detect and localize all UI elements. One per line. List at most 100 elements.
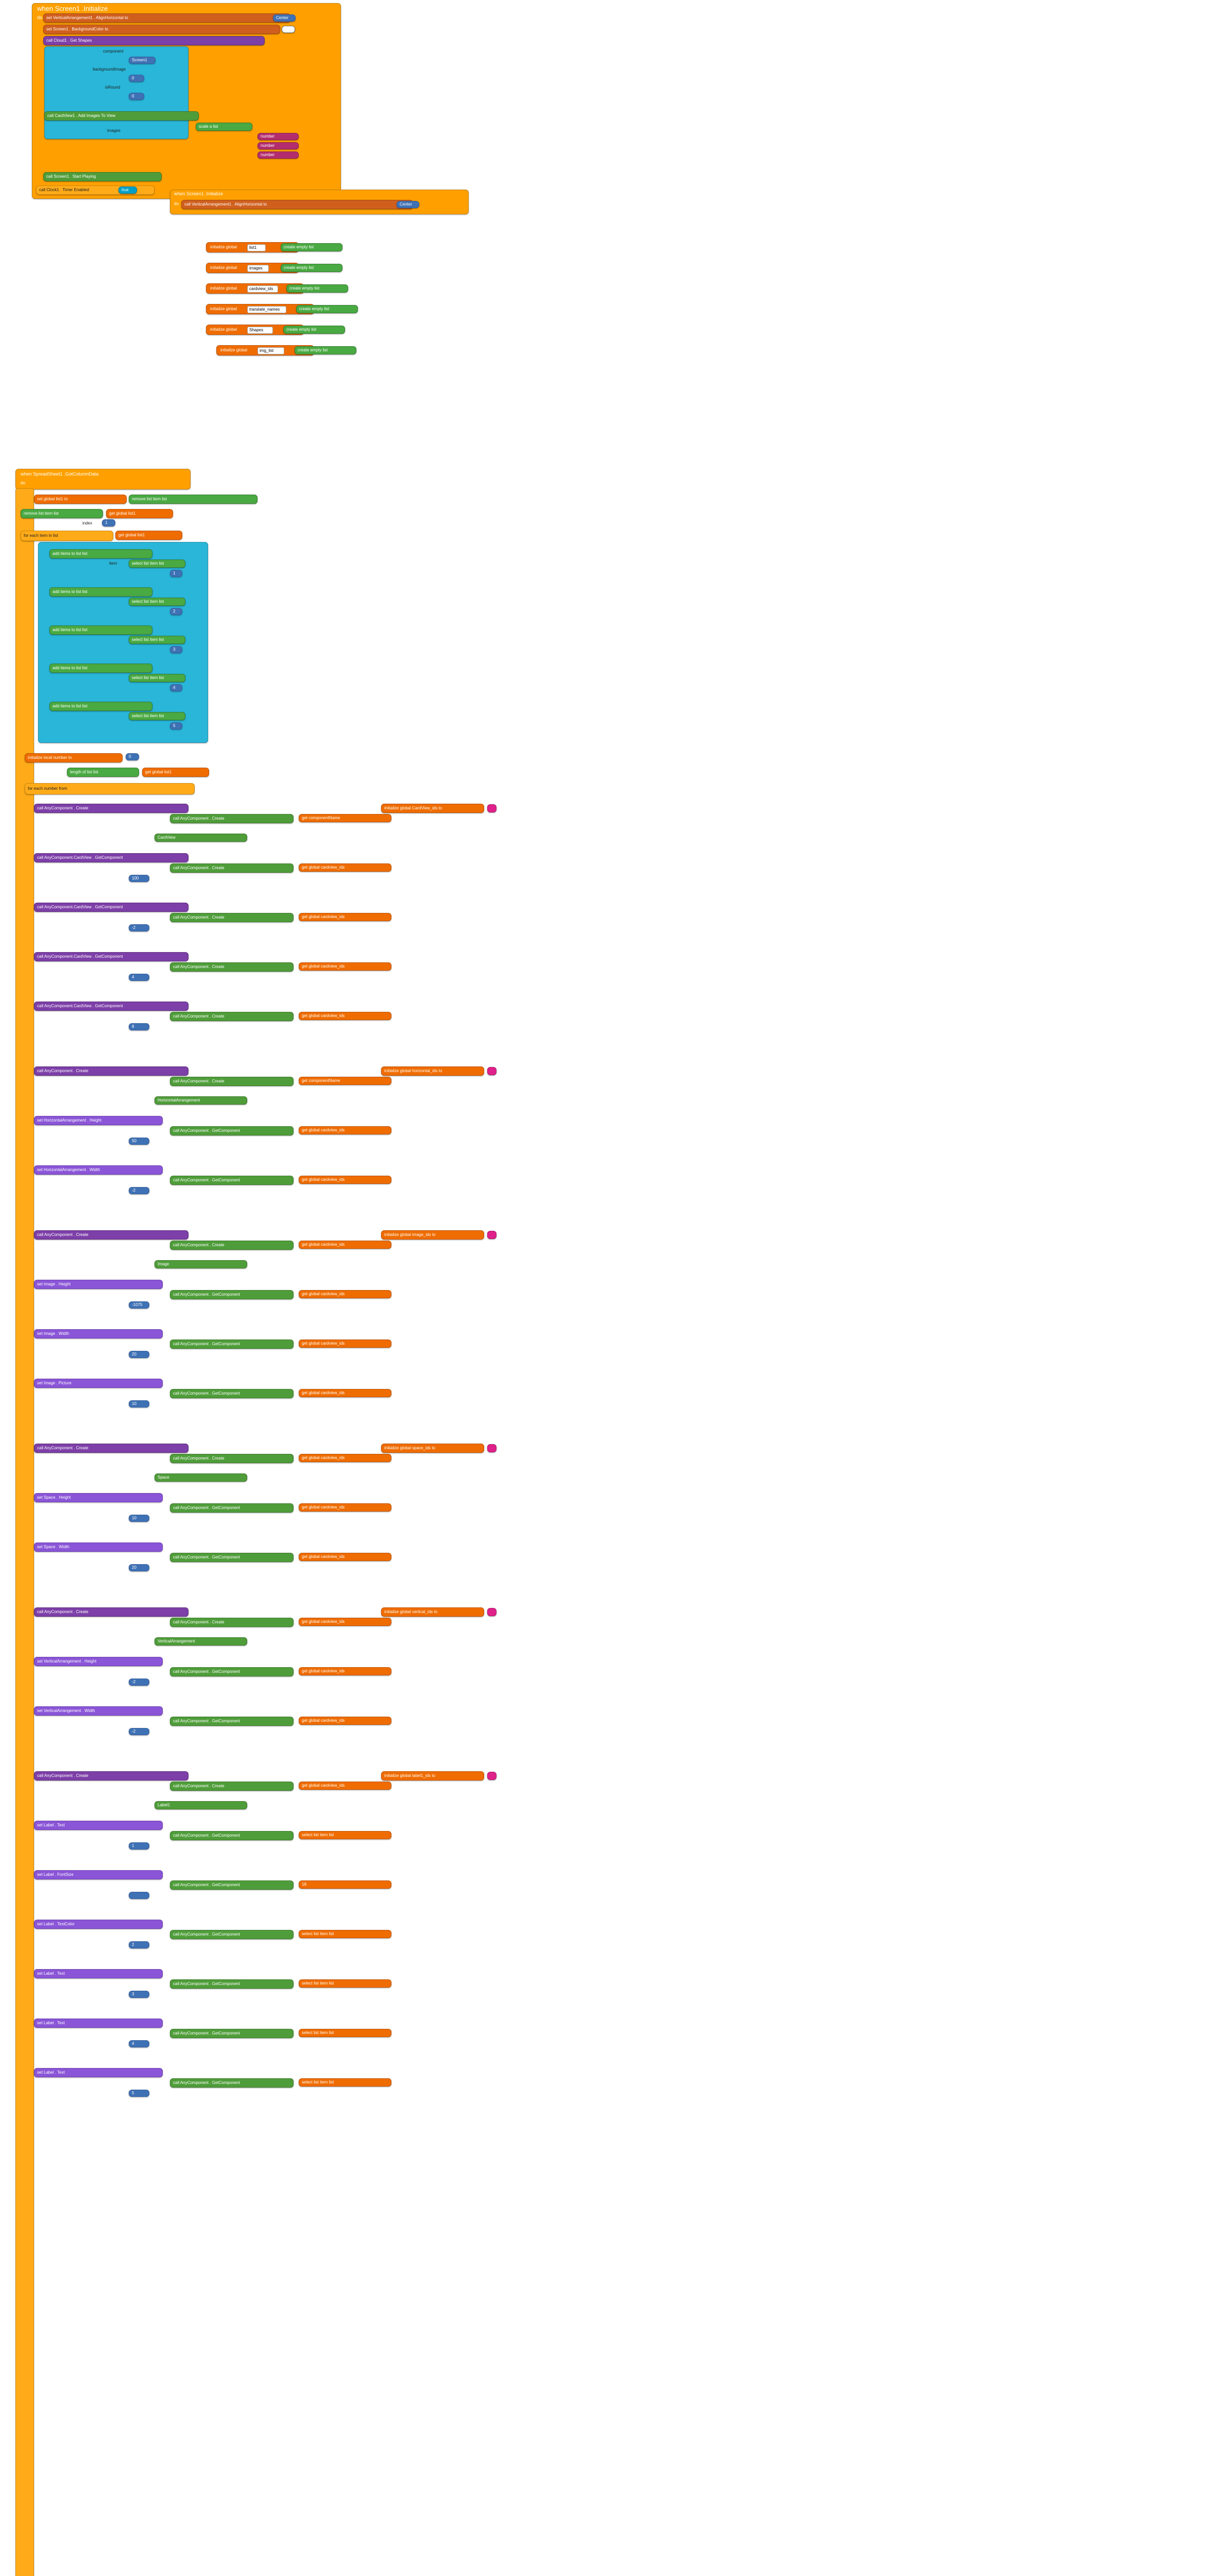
add-items-3-idx[interactable] (170, 684, 182, 691)
global-init-2-value[interactable] (286, 284, 348, 293)
add-items-1-idx[interactable] (170, 608, 182, 615)
global-init-4-name[interactable] (247, 327, 273, 334)
stack-label_blocks-5-call[interactable] (34, 2019, 163, 2028)
global-init-0-name[interactable] (247, 244, 266, 251)
stack-vertical_blocks-1-call[interactable] (34, 1657, 163, 1666)
arg-bg-value[interactable] (129, 75, 144, 82)
stack-vertical_blocks-1-getter[interactable] (299, 1667, 391, 1675)
stack-image_blocks-1-getter[interactable] (299, 1290, 391, 1298)
stack-label_blocks-0-componentname-value[interactable] (155, 1801, 247, 1809)
add-items-2[interactable] (49, 625, 152, 635)
stack-label_blocks-5-value[interactable] (129, 2040, 149, 2047)
stack-create_blocks-2-getcomponent[interactable] (170, 913, 294, 922)
add-items-3-val[interactable] (129, 674, 185, 682)
stack-create_blocks-3-call[interactable] (34, 952, 188, 961)
stack-label_blocks-1-value[interactable] (129, 1842, 149, 1850)
stack-label_blocks-4-getcomponent[interactable] (170, 1979, 294, 1989)
stack-image_blocks-0-getter[interactable] (299, 1241, 391, 1249)
stack-label_blocks-2-value[interactable] (129, 1892, 149, 1899)
stack-vertical_blocks-2-getcomponent[interactable] (170, 1717, 294, 1726)
stack-image_blocks-0-global-swatch[interactable] (487, 1231, 496, 1239)
stack-label_blocks-2-getter[interactable] (299, 1880, 391, 1889)
stack-image_blocks-0-getcomponent[interactable] (170, 1241, 294, 1250)
stack-label_blocks-1-call[interactable] (34, 1821, 163, 1830)
stack-image_blocks-2-call[interactable] (34, 1329, 163, 1338)
stack-space_blocks-1-getter[interactable] (299, 1503, 391, 1512)
stack-arrangement_blocks-0-global[interactable] (381, 1066, 484, 1076)
cloud-args-panel[interactable] (44, 46, 188, 139)
global-init-3-value[interactable] (296, 305, 358, 313)
stack-label_blocks-4-call[interactable] (34, 1969, 163, 1978)
local-number-init[interactable] (25, 753, 123, 762)
stack-vertical_blocks-0-getcomponent[interactable] (170, 1618, 294, 1627)
add-items-4[interactable] (49, 702, 152, 711)
stack-create_blocks-2-call[interactable] (34, 903, 188, 912)
call-cardview-add-images[interactable] (44, 111, 199, 121)
stack-label_blocks-3-call[interactable] (34, 1920, 163, 1929)
align-value[interactable] (273, 14, 296, 22)
stack-vertical_blocks-0-global-swatch[interactable] (487, 1608, 496, 1616)
call-screen-start-playing[interactable] (43, 172, 162, 181)
stack-vertical_blocks-0-call[interactable] (34, 1607, 188, 1617)
scale-a-list[interactable] (196, 123, 252, 131)
stack-space_blocks-0-global[interactable] (381, 1444, 484, 1453)
stack-label_blocks-0-call[interactable] (34, 1771, 188, 1781)
stack-label_blocks-2-getcomponent[interactable] (170, 1880, 294, 1890)
length-of-list-value[interactable] (142, 768, 209, 777)
stack-label_blocks-2-call[interactable] (34, 1870, 163, 1879)
stack-label_blocks-3-getcomponent[interactable] (170, 1930, 294, 1939)
stack-arrangement_blocks-1-getter[interactable] (299, 1126, 391, 1134)
global-init-5-name[interactable] (258, 347, 284, 354)
stack-space_blocks-1-call[interactable] (34, 1493, 163, 1502)
global-init-0-value[interactable] (281, 243, 342, 251)
stack-arrangement_blocks-1-value[interactable] (129, 1138, 149, 1145)
stack-label_blocks-5-getter[interactable] (299, 2029, 391, 2037)
stack-vertical_blocks-2-call[interactable] (34, 1706, 163, 1716)
length-of-list[interactable] (67, 768, 139, 777)
stack-image_blocks-3-value[interactable] (129, 1400, 149, 1408)
stack-arrangement_blocks-0-getcomponent[interactable] (170, 1077, 294, 1086)
global-init-4-value[interactable] (283, 326, 345, 334)
for-each-item[interactable] (21, 531, 113, 541)
remove-list-item-value[interactable] (106, 509, 173, 518)
remove-index-value[interactable] (102, 519, 115, 527)
stack-space_blocks-0-call[interactable] (34, 1444, 188, 1453)
local-number-value[interactable] (126, 753, 139, 760)
scale-row-2[interactable] (258, 142, 299, 149)
stack-create_blocks-0-global[interactable] (381, 804, 484, 813)
stack-arrangement_blocks-2-getter[interactable] (299, 1176, 391, 1184)
global-init-1-name[interactable] (247, 265, 269, 272)
stack-create_blocks-1-getcomponent[interactable] (170, 863, 294, 873)
stack-create_blocks-0-getter[interactable] (299, 814, 391, 822)
stack-label_blocks-6-getter[interactable] (299, 2078, 391, 2087)
stack-space_blocks-2-value[interactable] (129, 1564, 149, 1571)
stack-create_blocks-3-getter[interactable] (299, 962, 391, 971)
stack-arrangement_blocks-1-call[interactable] (34, 1116, 163, 1125)
stack-create_blocks-0-global-swatch[interactable] (487, 804, 496, 812)
stack-vertical_blocks-1-value[interactable] (129, 1679, 149, 1686)
stack-vertical_blocks-2-getter[interactable] (299, 1717, 391, 1725)
stack-create_blocks-0-componentname-value[interactable] (155, 834, 247, 842)
stack-create_blocks-2-getter[interactable] (299, 913, 391, 921)
stack-label_blocks-4-getter[interactable] (299, 1979, 391, 1988)
stack-arrangement_blocks-0-getter[interactable] (299, 1077, 391, 1085)
stack-arrangement_blocks-2-getcomponent[interactable] (170, 1176, 294, 1185)
stack-label_blocks-0-global[interactable] (381, 1771, 484, 1781)
event-spreadsheet-gotcolumndata[interactable] (15, 469, 191, 489)
side-align-value[interactable] (397, 201, 419, 208)
stack-label_blocks-6-getcomponent[interactable] (170, 2078, 294, 2088)
stack-space_blocks-0-getcomponent[interactable] (170, 1454, 294, 1463)
stack-label_blocks-6-value[interactable] (129, 2090, 149, 2097)
stack-image_blocks-3-call[interactable] (34, 1379, 163, 1388)
stack-create_blocks-0-getcomponent[interactable] (170, 814, 294, 823)
add-items-0-idx[interactable] (170, 570, 182, 577)
stack-image_blocks-2-value[interactable] (129, 1351, 149, 1358)
arg-component-value[interactable] (129, 57, 156, 64)
stack-image_blocks-2-getter[interactable] (299, 1340, 391, 1348)
stack-label_blocks-6-call[interactable] (34, 2068, 163, 2077)
stack-create_blocks-1-getter[interactable] (299, 863, 391, 872)
stack-image_blocks-1-value[interactable] (129, 1301, 149, 1309)
stack-label_blocks-5-getcomponent[interactable] (170, 2029, 294, 2038)
stack-create_blocks-4-getter[interactable] (299, 1012, 391, 1020)
